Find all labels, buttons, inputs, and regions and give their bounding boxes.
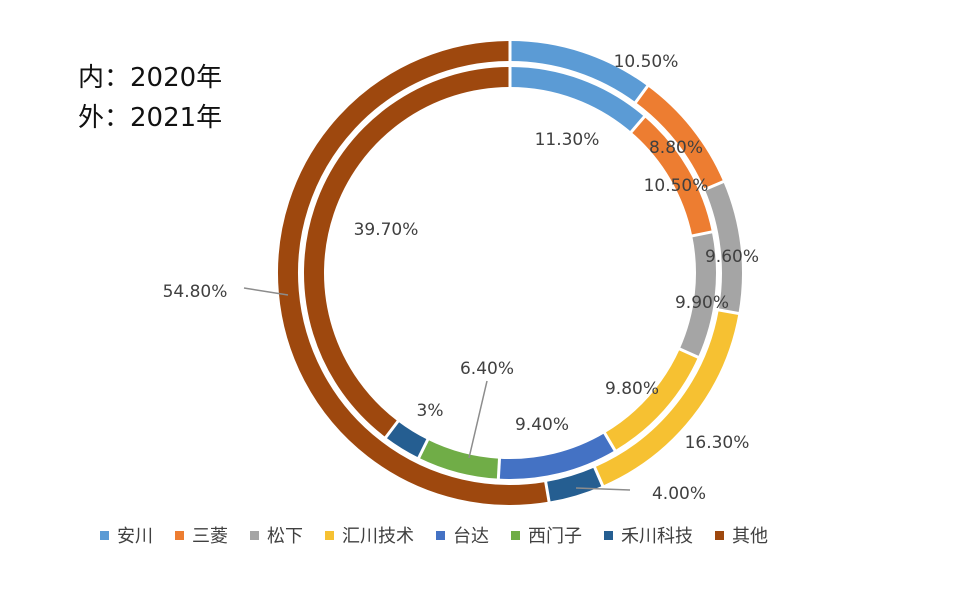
outer-data-label-7: 54.80% [163,282,228,302]
inner-ring-slice-3 [604,348,699,451]
legend-label: 三菱 [192,526,228,547]
outer-ring-slice-0 [509,41,648,103]
legend-item-7: 其他 [715,522,768,548]
inner-ring-slice-5 [418,439,500,479]
inner-slice-separator [383,419,400,440]
outer-slice-separator [592,465,605,488]
inner-data-label-0: 11.30% [535,130,600,150]
legend-swatch [175,530,184,540]
legend-item-4: 台达 [436,522,489,548]
inner-leader-line-5 [468,380,488,459]
inner-data-label-3: 9.80% [605,379,659,399]
inner-slice-separator [496,457,502,480]
legend-swatch [511,530,520,540]
outer-ring-slice-7 [278,41,550,505]
outer-data-label-6: 4.00% [652,484,706,504]
inner-slice-separator [629,115,647,134]
outer-leader-line-6 [575,487,631,491]
outer-slice-separator [703,179,725,192]
ring-legend-note: 内：2020年 外：2021年 [78,58,222,138]
legend-label: 禾川科技 [621,526,693,547]
outer-slice-separator [717,308,740,316]
inner-slice-separator [417,438,430,460]
legend-swatch [100,530,109,540]
outer-ring-slice-3 [594,309,739,486]
legend-item-0: 安川 [100,522,153,548]
legend-label: 西门子 [528,526,582,547]
inner-ring-note: 内：2020年 [78,63,223,93]
outer-data-label-2: 9.60% [705,247,759,267]
legend-item-1: 三菱 [175,522,228,548]
legend-item-3: 汇川技术 [325,522,414,548]
legend-swatch [250,530,259,540]
legend-swatch [604,530,613,540]
legend-label: 其他 [732,526,768,547]
legend-swatch [325,530,334,540]
outer-data-label-1: 8.80% [649,138,703,158]
outer-ring-note: 外：2021年 [78,103,223,133]
inner-ring-slice-1 [631,116,712,237]
legend-label: 松下 [267,526,303,547]
inner-ring-slice-6 [385,421,428,458]
inner-data-label-5: 6.40% [460,359,514,379]
outer-ring-slice-2 [704,181,742,314]
legend-label: 安川 [117,526,153,547]
inner-data-label-6: 3% [417,401,444,421]
outer-ring-slice-6 [545,467,603,502]
inner-data-label-1: 10.50% [644,176,709,196]
inner-slice-separator [678,347,700,359]
inner-data-label-7: 39.70% [354,220,419,240]
outer-slice-separator [633,84,650,104]
legend-item-6: 禾川科技 [604,522,693,548]
inner-slice-separator [690,230,714,238]
inner-ring-slice-7 [304,67,511,438]
outer-leader-line-7 [243,287,289,296]
legend-label: 台达 [453,526,489,547]
inner-ring-slice-2 [679,231,716,358]
legend-swatch [715,530,724,540]
legend-item-5: 西门子 [511,522,582,548]
chart-legend: 安川 三菱 松下 汇川技术 台达 西门子 禾川科技 其他 [100,522,940,548]
legend-label: 汇川技术 [342,526,414,547]
outer-data-label-0: 10.50% [614,52,679,72]
outer-slice-separator [544,480,551,503]
inner-data-label-4: 9.40% [515,415,569,435]
outer-data-label-3: 16.30% [685,433,750,453]
inner-ring-slice-0 [509,67,645,133]
inner-ring-slice-4 [498,433,615,479]
inner-data-label-2: 9.90% [675,293,729,313]
outer-ring-slice-1 [635,86,724,190]
legend-swatch [436,530,445,540]
legend-item-2: 松下 [250,522,303,548]
inner-slice-separator [602,431,617,452]
